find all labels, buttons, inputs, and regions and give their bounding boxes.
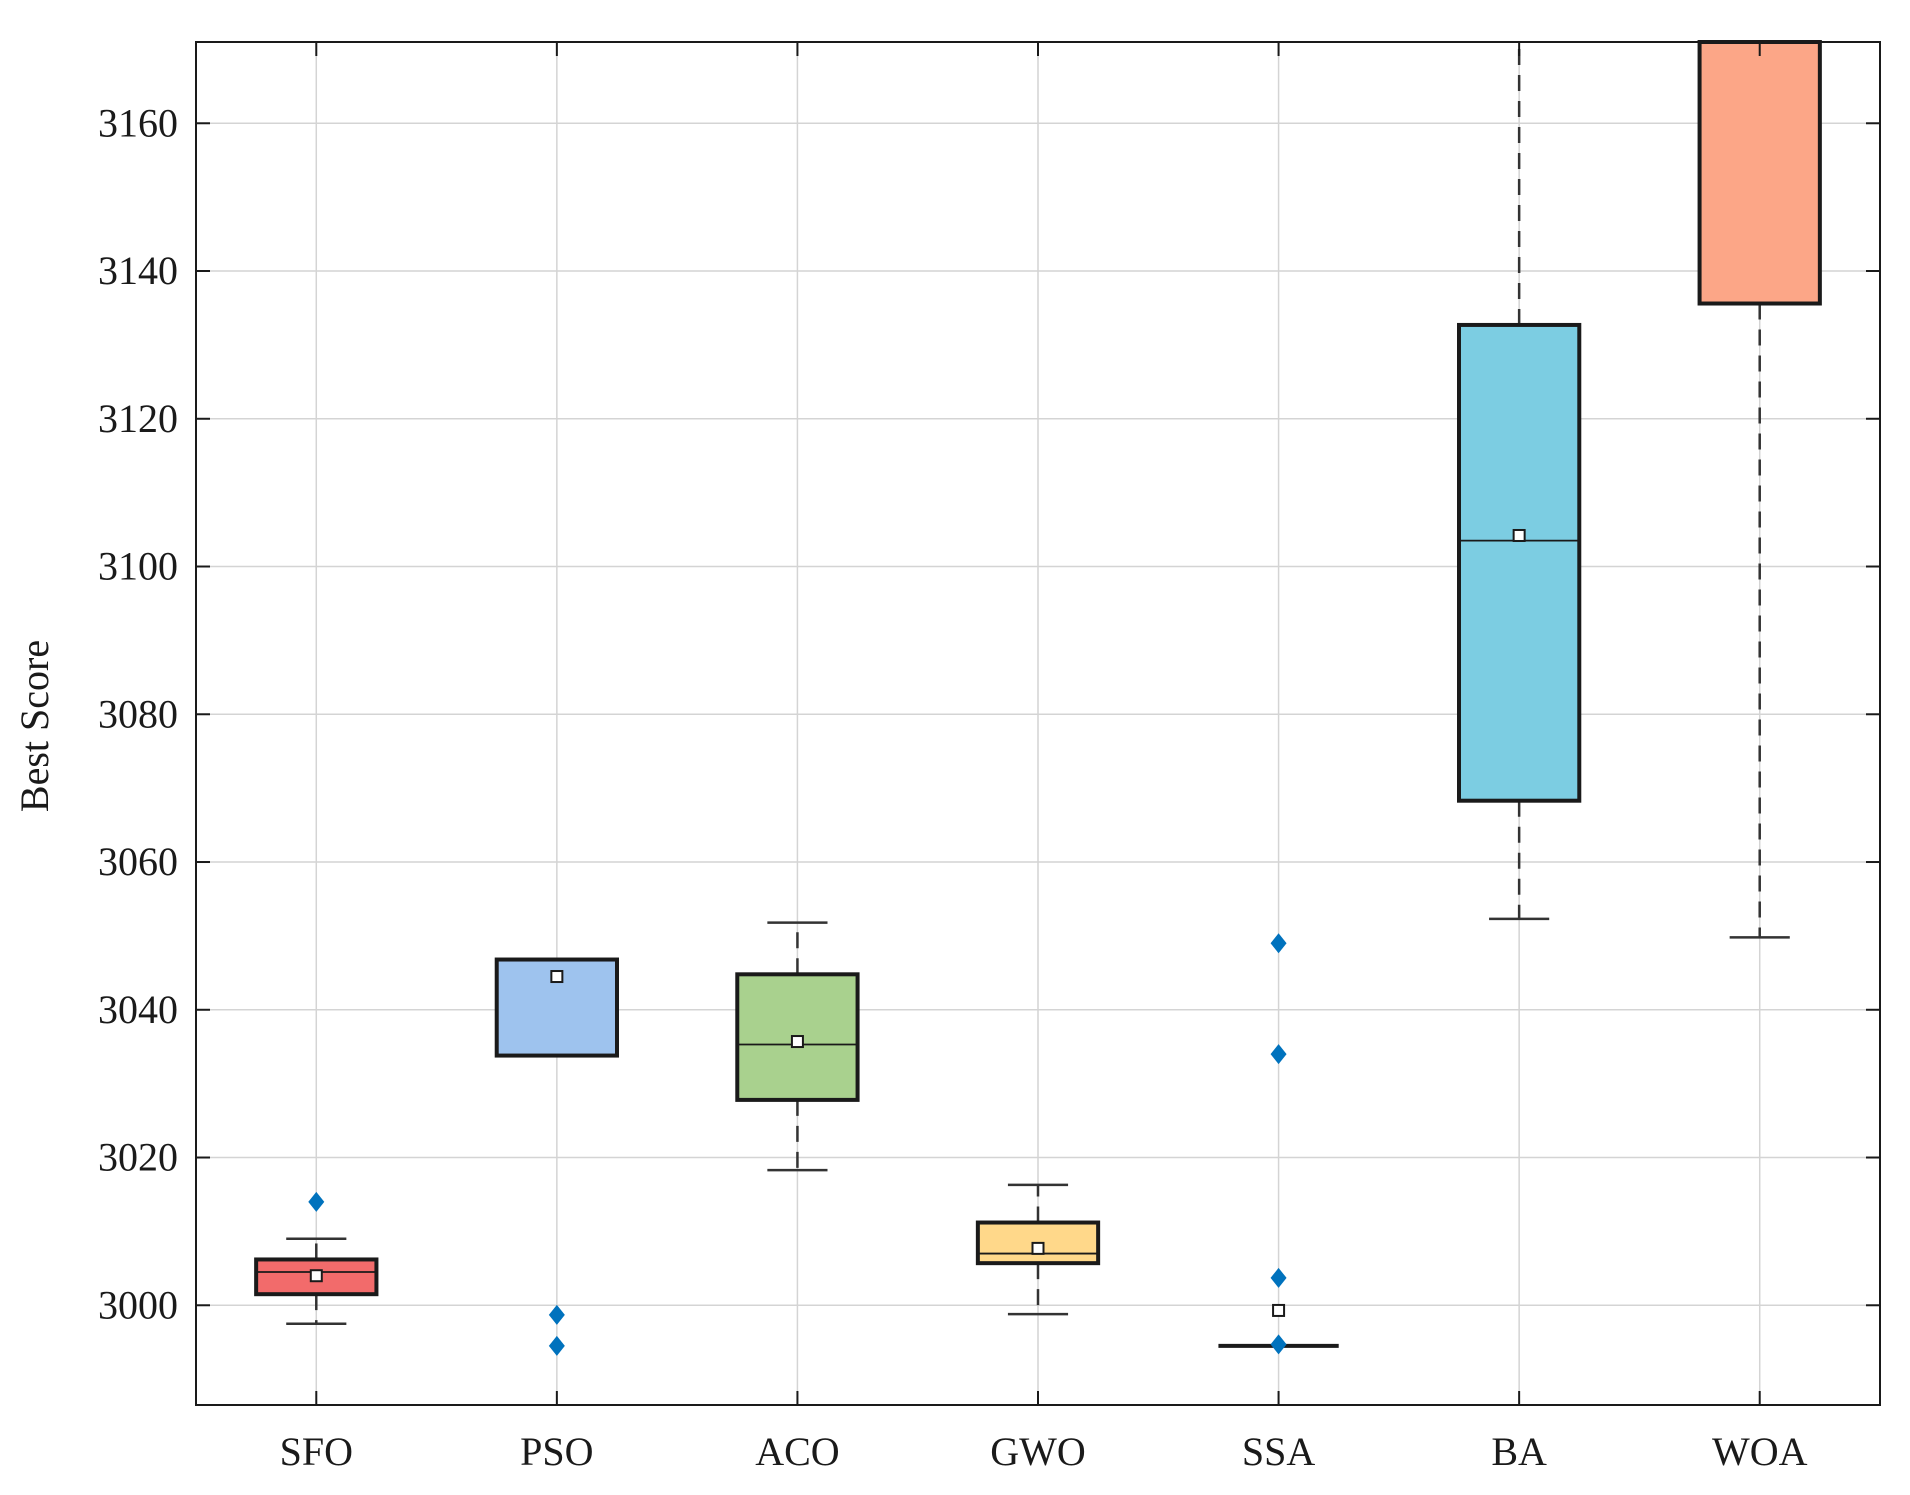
- box-group-gwo: [975, 1183, 1101, 1316]
- mean-marker: [1031, 1241, 1045, 1255]
- x-tick-label-aco: ACO: [755, 1429, 839, 1474]
- box-series: [254, 40, 1822, 1356]
- x-tick-label-ssa: SSA: [1242, 1429, 1315, 1474]
- x-tick-label-ba: BA: [1491, 1429, 1547, 1474]
- y-tick-label: 3120: [98, 396, 178, 441]
- y-tick-label: 3160: [98, 100, 178, 145]
- outlier-point: [1270, 1267, 1287, 1288]
- outlier-point: [548, 1335, 565, 1356]
- box-group-ssa: [1218, 933, 1339, 1355]
- outlier-point: [308, 1191, 325, 1212]
- box-group-sfo: [254, 1191, 379, 1325]
- box-group-woa: [1697, 40, 1822, 939]
- y-tick-label: 3020: [98, 1135, 178, 1180]
- mean-marker: [1272, 1303, 1286, 1317]
- mean-marker: [550, 970, 564, 984]
- y-tick-label: 3000: [98, 1282, 178, 1327]
- x-tick-label-pso: PSO: [520, 1429, 593, 1474]
- y-tick-label: 3080: [98, 691, 178, 736]
- outlier-point: [1270, 1334, 1287, 1355]
- box-iqr: [975, 1220, 1101, 1266]
- axes: 3000 3020 3040 3060 3080 3100 3120 3140 3160 SFO P…: [98, 41, 1881, 1474]
- x-tick-label-sfo: SFO: [280, 1429, 353, 1474]
- x-tick-label-woa: WOA: [1712, 1429, 1808, 1474]
- outlier-point: [1270, 933, 1287, 954]
- box-iqr: [1697, 40, 1822, 306]
- mean-marker: [309, 1269, 323, 1283]
- box-iqr: [1457, 322, 1582, 803]
- x-tick-label-gwo: GWO: [990, 1429, 1086, 1474]
- outlier-point: [548, 1304, 565, 1325]
- box-iqr: [254, 1257, 379, 1297]
- mean-marker: [1512, 528, 1526, 542]
- y-axis-title: Best Score: [12, 640, 57, 812]
- box-group-ba: [1457, 42, 1582, 921]
- y-tick-label: 3100: [98, 544, 178, 589]
- box-group-pso: [494, 957, 620, 1356]
- box-group-aco: [735, 921, 860, 1172]
- mean-marker: [790, 1035, 804, 1049]
- y-tick-label: 3040: [98, 987, 178, 1032]
- y-tick-label: 3060: [98, 839, 178, 884]
- outlier-point: [1270, 1044, 1287, 1065]
- y-tick-label: 3140: [98, 248, 178, 293]
